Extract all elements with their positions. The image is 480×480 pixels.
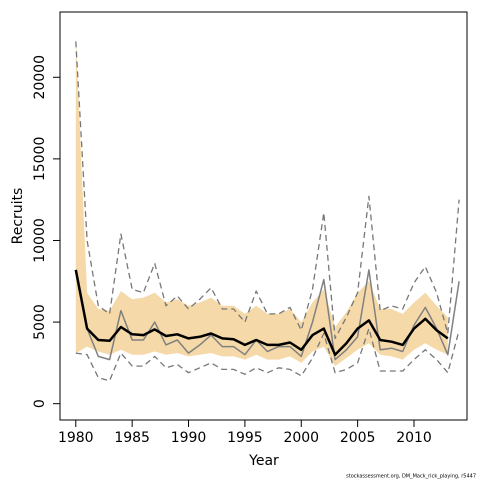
series-line — [74, 269, 449, 356]
x-tick-label: 1980 — [58, 430, 94, 446]
x-tick-label: 1995 — [227, 430, 263, 446]
y-axis-label: Recruits — [10, 188, 26, 245]
series-line — [75, 41, 460, 340]
x-axis-label: Year — [248, 453, 279, 469]
y-tick-label: 20000 — [32, 55, 48, 100]
y-tick-label: 5000 — [32, 304, 48, 340]
footnote: stockassessment.org, DM_Mack_rick_playin… — [346, 474, 476, 480]
x-tick-label: 1990 — [171, 430, 207, 446]
x-tick-label: 2000 — [283, 430, 319, 446]
x-tick-label: 1985 — [114, 430, 150, 446]
confidence-band — [75, 36, 448, 367]
y-tick-label: 0 — [32, 399, 48, 408]
series-line — [75, 327, 460, 382]
x-tick-label: 2005 — [340, 430, 376, 446]
x-tick-label: 2010 — [396, 430, 432, 446]
y-tick-label: 10000 — [32, 218, 48, 263]
plot-frame — [59, 11, 468, 421]
y-tick-label: 15000 — [32, 137, 48, 182]
series-line — [75, 269, 460, 361]
